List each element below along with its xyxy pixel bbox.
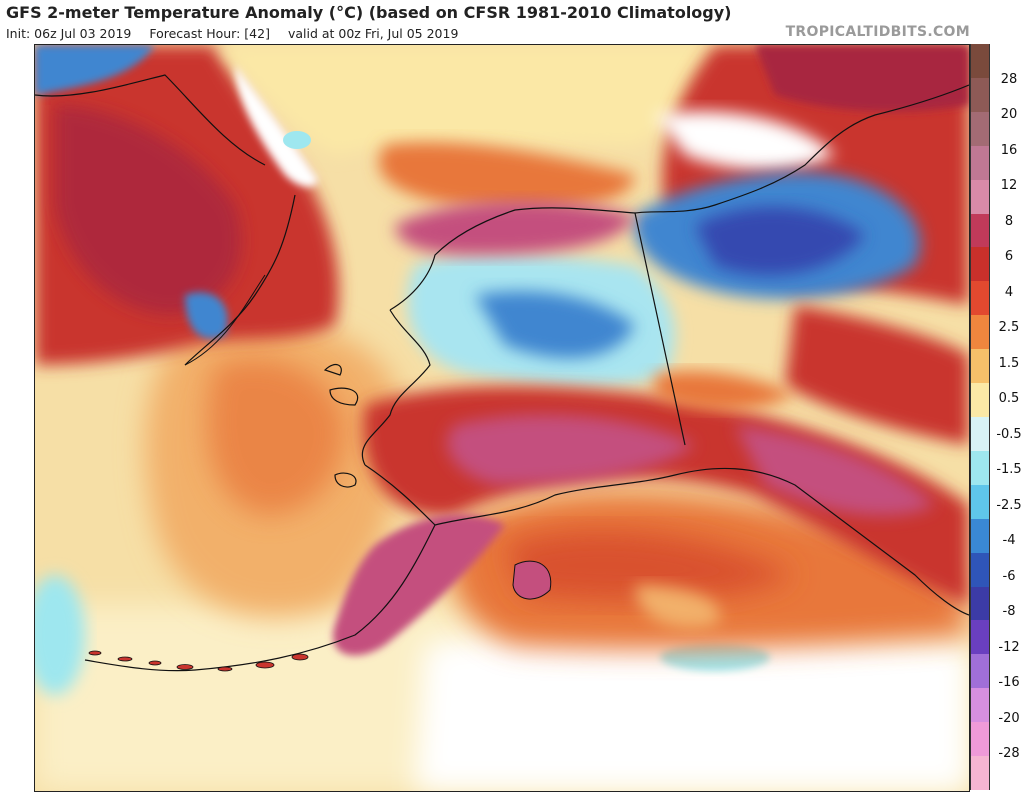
brand-watermark: TROPICALTIDBITS.COM — [785, 24, 970, 40]
arctic-pale — [215, 45, 735, 155]
interior-orange-strip — [655, 371, 795, 410]
colorbar-tick-label: -16 — [998, 675, 1020, 691]
map-subtitle: Init: 06z Jul 03 2019 Forecast Hour: [42… — [6, 26, 472, 41]
colorbar-legend: 28 20 16 12 8 6 4 2.5 1.5 0.5 -0.5 -1.5 -2.5 -4 -6 -8 -1… — [970, 44, 1024, 791]
aleutian-island-5 — [217, 666, 233, 672]
alaska-canada-border — [634, 212, 686, 446]
colorbar-tick-label: -1.5 — [996, 462, 1022, 478]
colorbar-swatch — [970, 654, 990, 689]
cool-patch-west — [35, 575, 85, 695]
west-alaska-coast — [361, 309, 431, 466]
colorbar-tick-label: 6 — [1004, 249, 1014, 265]
cool-patch-south-a — [660, 643, 770, 671]
colorbar-swatch — [970, 450, 990, 486]
beaufort-neutral — [655, 111, 835, 170]
map-title: GFS 2-meter Temperature Anomaly (°C) (ba… — [6, 3, 732, 22]
chukotka-cool-spot — [185, 292, 228, 339]
header: GFS 2-meter Temperature Anomaly (°C) (ba… — [0, 0, 1024, 44]
colorbar-tick-label: 28 — [1000, 71, 1018, 87]
colorbar-swatch — [970, 586, 990, 621]
aleutian-island-4 — [176, 664, 194, 670]
init-time: Init: 06z Jul 03 2019 — [6, 26, 132, 41]
anomaly-map — [34, 44, 970, 792]
north-slope-warm — [395, 201, 635, 255]
gulf-red-core — [505, 530, 795, 601]
nunivak-island — [329, 387, 359, 406]
colorbar-tick-label: -28 — [998, 746, 1020, 762]
siberia-cool-nw — [35, 45, 155, 95]
colorbar-tick-label: -8 — [1002, 604, 1016, 620]
colorbar-swatch — [970, 688, 990, 723]
pribilof-island — [334, 472, 357, 488]
st-lawrence-island — [323, 363, 342, 376]
canada-north-coast — [634, 84, 969, 214]
interior-blue — [475, 291, 635, 359]
colorbar-swatch — [970, 145, 990, 181]
colorbar-tick-label: -2.5 — [996, 497, 1022, 513]
colorbar-swatch — [970, 383, 990, 418]
colorbar-swatch — [970, 281, 990, 316]
aleutian-island-3 — [148, 660, 162, 666]
colorbar-swatch — [970, 620, 990, 655]
aleutian-island-2 — [117, 656, 133, 662]
colorbar-tick-label: -20 — [998, 710, 1020, 726]
aleutian-islands — [88, 650, 309, 672]
canada-deep-north — [755, 45, 969, 112]
colorbar-tick-label: 16 — [1000, 142, 1018, 158]
neutral-zone-south — [415, 631, 969, 791]
colorbar-swatch — [970, 213, 990, 248]
coastlines — [35, 74, 969, 672]
colorbar-swatch — [970, 247, 990, 282]
gulf-coast — [434, 467, 969, 616]
colorbar-swatch — [970, 349, 990, 384]
aleutian-island-6 — [255, 661, 275, 669]
peninsula-warm — [333, 514, 505, 656]
chukotka-deep — [55, 105, 242, 315]
peninsula-coast — [84, 464, 436, 672]
bering-orange — [207, 358, 345, 515]
colorbar-tick-label: 1.5 — [998, 355, 1020, 371]
colorbar-tick-label: -6 — [1002, 568, 1016, 584]
colorbar-swatch — [970, 77, 990, 113]
colorbar-swatch — [970, 722, 990, 757]
colorbar-tick-label: -0.5 — [996, 426, 1022, 442]
arctic-white-streak — [235, 65, 318, 187]
colorbar-swatch — [970, 111, 990, 147]
valid-time: valid at 00z Fri, Jul 05 2019 — [287, 26, 459, 41]
colorbar-swatch — [970, 179, 990, 215]
colorbar-tick-label: 8 — [1004, 213, 1014, 229]
wrangel-island-cool — [283, 131, 311, 149]
north-alaska-coast — [389, 207, 636, 311]
colorbar-swatch — [970, 44, 990, 79]
colorbar-swatch — [970, 756, 990, 791]
colorbar-swatch — [970, 417, 990, 452]
colorbar-swatch — [970, 315, 990, 350]
colorbar-tick-label: 20 — [1000, 107, 1018, 123]
colorbar-tick-label: 0.5 — [998, 391, 1020, 407]
bc-warm — [785, 305, 969, 445]
siberia-north-coast — [35, 74, 266, 166]
gulf-swirl — [635, 585, 721, 629]
panhandle-magenta — [735, 425, 935, 516]
colorbar-swatch — [970, 484, 990, 520]
colorbar-tick-label: 2.5 — [998, 320, 1020, 336]
arctic-orange-band — [378, 142, 635, 209]
colorbar-tick-label: 4 — [1004, 284, 1014, 300]
chukotka-coast — [184, 194, 296, 366]
forecast-hour: Forecast Hour: [42] — [149, 26, 270, 41]
colorbar-swatch — [970, 518, 990, 554]
aleutian-island-1 — [88, 650, 102, 656]
chukotka-boundary — [184, 274, 266, 366]
south-alaska-magenta — [447, 414, 695, 485]
yukon-deep-cool — [695, 206, 865, 275]
colorbar-tick-label: -12 — [998, 639, 1020, 655]
kodiak-island — [512, 560, 552, 600]
anomaly-map-canvas — [35, 45, 969, 791]
colorbar-tick-label: 12 — [1000, 178, 1018, 194]
colorbar-tick-label: -4 — [1002, 533, 1016, 549]
aleutian-island-7 — [291, 653, 309, 661]
colorbar-swatch — [970, 552, 990, 588]
